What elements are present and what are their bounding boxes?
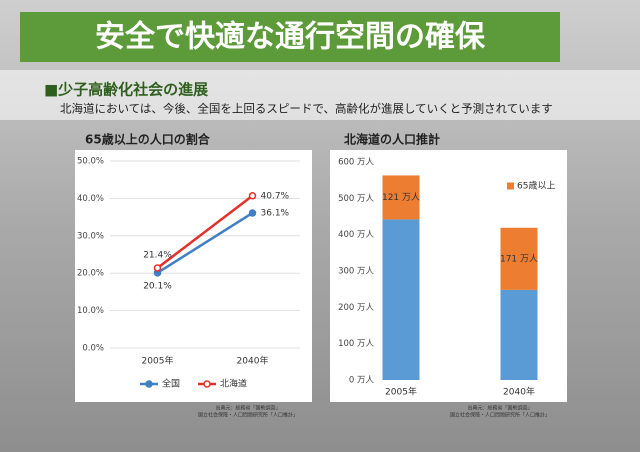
- data-label: 21.4%: [143, 250, 172, 260]
- data-point: [153, 264, 162, 272]
- legend-marker: [203, 380, 211, 388]
- y-tick-label: 0.0%: [82, 344, 104, 354]
- text-backdrop: [0, 70, 640, 120]
- data-label: 40.7%: [261, 191, 290, 201]
- y-tick-label: 30.0%: [77, 231, 104, 241]
- data-label: 36.1%: [261, 208, 290, 218]
- x-tick-label: 2040年: [237, 355, 269, 367]
- y-tick-label: 0 万人: [349, 376, 375, 386]
- page-title: 安全で快適な通行空間の確保: [95, 20, 486, 55]
- bar-segment: [500, 227, 538, 290]
- y-tick-label: 50.0%: [77, 157, 104, 167]
- y-tick-label: 10.0%: [77, 306, 104, 316]
- bar-segment: [382, 175, 420, 220]
- y-tick-label: 100 万人: [338, 339, 374, 349]
- y-tick-label: 200 万人: [338, 303, 374, 313]
- data-label: 20.1%: [143, 281, 172, 291]
- legend-label: 北海道: [220, 378, 247, 390]
- section-heading: ■少子高齢化社会の進展: [44, 81, 208, 99]
- title-banner: [20, 12, 560, 62]
- series-line: [156, 194, 254, 269]
- chart-title: 北海道の人口推計: [344, 132, 440, 147]
- x-tick-label: 2005年: [142, 355, 174, 367]
- bar-segment: [500, 289, 538, 380]
- bar-segment: [382, 219, 420, 380]
- y-tick-label: 20.0%: [77, 269, 104, 279]
- legend-marker: [145, 380, 153, 388]
- data-point: [248, 209, 257, 217]
- legend-swatch: [507, 182, 514, 190]
- data-point: [248, 192, 257, 200]
- legend-label: 65歳以上: [517, 180, 555, 192]
- series-line: [156, 211, 254, 274]
- y-tick-label: 300 万人: [338, 267, 374, 277]
- data-label: 171 万人: [500, 253, 538, 264]
- legend-label: 全国: [162, 378, 180, 390]
- x-tick-label: 2005年: [385, 386, 417, 398]
- data-label: 121 万人: [382, 192, 420, 203]
- source-note: 国立社会保障・人口問題研究所「人口推計」: [450, 412, 550, 419]
- y-tick-label: 400 万人: [338, 230, 374, 240]
- source-note: 国立社会保障・人口問題研究所「人口推計」: [198, 412, 298, 419]
- y-tick-label: 600 万人: [338, 158, 374, 168]
- y-tick-label: 40.0%: [77, 194, 104, 204]
- y-tick-label: 500 万人: [338, 194, 374, 204]
- chart-title: 65歳以上の人口の割合: [85, 132, 211, 147]
- x-tick-label: 2040年: [503, 386, 535, 398]
- chart-panel: [75, 150, 312, 402]
- description: 北海道においては、今後、全国を上回るスピードで、高齢化が進展していくと予測されて…: [60, 102, 553, 116]
- source-note: 出典元：総務省「国勢調査」: [215, 405, 280, 412]
- source-note: 出典元：総務省「国勢調査」: [467, 405, 532, 412]
